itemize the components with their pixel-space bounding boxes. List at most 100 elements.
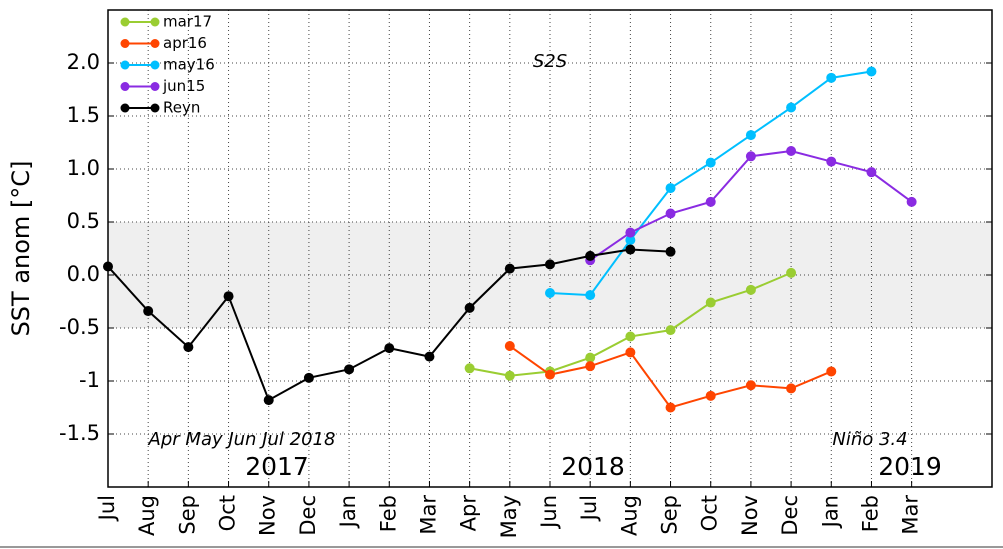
data-point	[424, 351, 435, 362]
data-point	[705, 390, 716, 401]
data-point	[625, 331, 636, 342]
x-tick-label: Jul	[577, 495, 601, 522]
x-tick-label: Mar	[899, 495, 923, 535]
legend-label: apr16	[163, 34, 207, 52]
y-tick-label: -1	[79, 368, 100, 392]
legend-label: Reyn	[163, 99, 200, 117]
data-point	[585, 361, 596, 372]
data-point	[826, 366, 837, 377]
legend-marker	[120, 82, 130, 91]
data-point	[143, 306, 154, 317]
data-point	[906, 196, 917, 207]
data-point	[745, 130, 756, 141]
data-point	[504, 263, 515, 274]
data-point	[384, 343, 395, 354]
x-tick-label: Oct	[698, 495, 722, 531]
annotation: S2S	[533, 51, 567, 72]
x-tick-label: Nov	[256, 495, 280, 536]
year-label: 2018	[561, 452, 625, 481]
legend-marker	[150, 39, 160, 48]
data-point	[705, 196, 716, 207]
data-point	[745, 151, 756, 162]
data-point	[625, 235, 636, 246]
y-tick-label: 0.5	[67, 209, 100, 233]
y-tick-label: 2.0	[67, 50, 100, 74]
data-point	[464, 302, 475, 313]
legend-marker	[120, 103, 130, 113]
x-tick-label: Jun	[537, 495, 561, 530]
y-tick-label: 0.0	[67, 262, 100, 286]
data-point	[545, 259, 555, 270]
data-point	[344, 364, 355, 375]
y-tick-label: -0.5	[59, 315, 100, 339]
data-point	[665, 183, 676, 194]
x-tick-label: Sep	[658, 495, 682, 535]
x-tick-label: Aug	[617, 495, 641, 536]
data-point	[786, 102, 797, 113]
y-tick-label: -1.5	[59, 421, 100, 445]
data-point	[705, 157, 716, 168]
x-tick-label: May	[497, 495, 521, 538]
legend-marker	[150, 103, 160, 113]
data-point	[545, 369, 555, 380]
data-point	[103, 261, 113, 272]
data-point	[826, 72, 837, 83]
data-point	[303, 372, 314, 383]
year-label: 2017	[245, 452, 309, 481]
x-tick-label: Aug	[135, 495, 159, 536]
legend-marker	[150, 82, 160, 91]
x-tick-label: Feb	[376, 495, 400, 532]
data-point	[665, 402, 676, 413]
data-point	[705, 297, 716, 308]
data-point	[263, 395, 274, 406]
x-tick-label: Jan	[818, 495, 842, 529]
data-point	[223, 291, 234, 302]
data-point	[585, 290, 596, 301]
data-point	[625, 244, 636, 255]
legend-label: mar17	[163, 13, 212, 31]
data-point	[866, 167, 877, 178]
legend-marker	[150, 60, 160, 70]
data-point	[585, 352, 596, 363]
legend-label: jun15	[162, 77, 205, 95]
data-point	[625, 227, 636, 238]
x-tick-label: Nov	[738, 495, 762, 536]
data-point	[504, 370, 515, 381]
data-point	[665, 246, 676, 257]
data-point	[745, 380, 756, 391]
y-tick-label: 1.0	[67, 156, 100, 180]
annotation: Niño 3.4	[832, 429, 907, 450]
data-point	[745, 284, 756, 295]
legend-marker	[150, 17, 160, 27]
x-tick-label: Dec	[778, 495, 802, 536]
annotation: Apr May Jun Jul 2018	[148, 429, 336, 450]
data-point	[183, 342, 194, 353]
x-tick-label: Sep	[175, 495, 199, 535]
legend-marker	[120, 39, 130, 48]
x-tick-label: Jul	[95, 495, 119, 522]
data-point	[464, 363, 475, 374]
data-point	[786, 145, 797, 156]
y-axis-label: SST anom [°C]	[7, 161, 35, 337]
data-point	[545, 288, 555, 299]
x-tick-label: Apr	[457, 495, 481, 532]
legend-label: may16	[163, 56, 215, 74]
x-tick-label: Oct	[216, 495, 240, 531]
data-point	[665, 325, 676, 336]
data-point	[625, 347, 636, 358]
data-point	[665, 208, 676, 219]
plot-frame	[107, 9, 993, 488]
data-point	[504, 341, 515, 352]
data-point	[866, 66, 877, 77]
data-point	[585, 250, 596, 261]
data-point	[786, 383, 797, 394]
x-tick-label: Jan	[336, 495, 360, 529]
year-label: 2019	[878, 452, 942, 481]
x-tick-label: Dec	[296, 495, 320, 536]
legend-marker	[120, 17, 130, 27]
x-tick-label: Mar	[416, 495, 440, 535]
legend-marker	[120, 60, 130, 70]
x-tick-label: Feb	[858, 495, 882, 532]
data-point	[826, 156, 837, 167]
